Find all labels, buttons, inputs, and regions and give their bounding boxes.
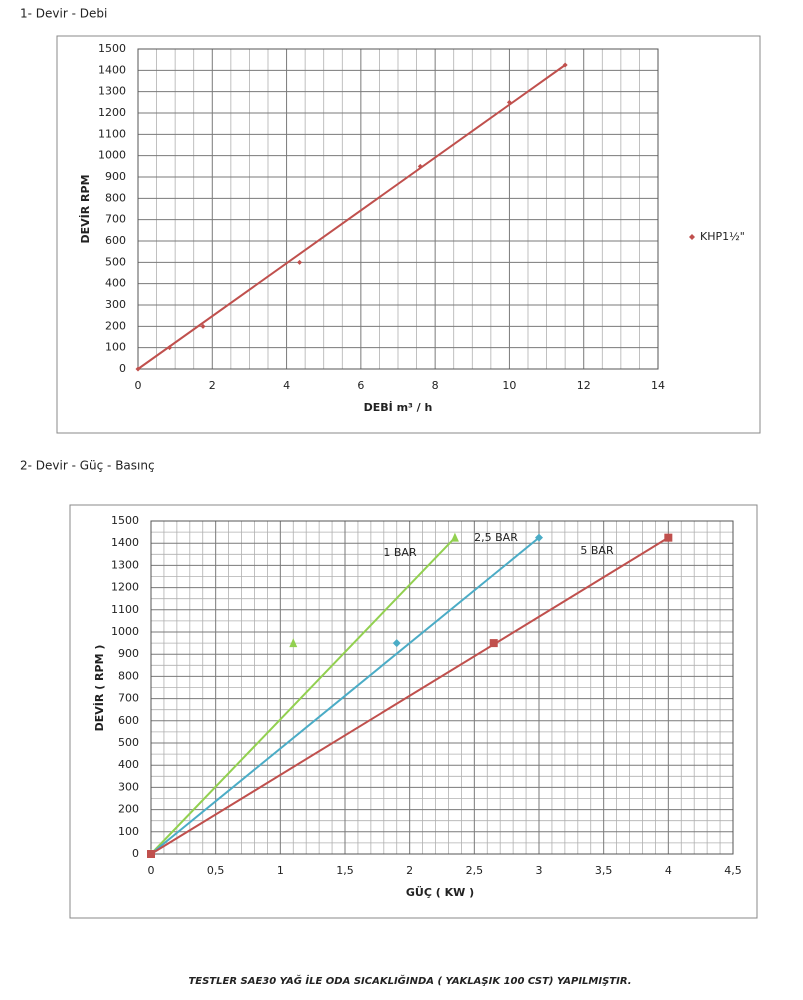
data-point (664, 533, 673, 542)
trend-line (150, 536, 540, 855)
y-tick-label: 400 (105, 277, 126, 290)
trend-line (150, 536, 456, 855)
data-point (417, 163, 423, 169)
y-tick-label: 900 (105, 170, 126, 183)
x-tick-label: 4 (283, 379, 290, 392)
data-point (297, 259, 303, 265)
y-tick-label: 1400 (111, 536, 139, 549)
footnote: TESTLER SAE30 YAĞ İLE ODA SICAKLIĞINDA (… (188, 973, 631, 987)
legend-marker (689, 234, 695, 240)
y-tick-label: 1400 (98, 63, 126, 76)
y-tick-label: 800 (118, 669, 139, 682)
x-tick-label: 2 (209, 379, 216, 392)
x-tick-label: 8 (432, 379, 439, 392)
y-axis-label: DEVİR ( RPM ) (92, 645, 106, 732)
y-tick-label: 200 (105, 319, 126, 332)
y-tick-label: 300 (105, 298, 126, 311)
x-tick-label: 10 (502, 379, 516, 392)
legend-label: KHP1½" (700, 230, 745, 243)
data-point (535, 533, 543, 542)
y-tick-label: 1500 (111, 514, 139, 527)
y-tick-label: 1500 (98, 42, 126, 55)
data-point (135, 366, 141, 372)
x-tick-label: 12 (577, 379, 591, 392)
x-tick-label: 2,5 (466, 864, 484, 877)
y-tick-label: 500 (105, 255, 126, 268)
y-tick-label: 1200 (111, 581, 139, 594)
data-point (506, 99, 512, 105)
data-point (489, 639, 498, 648)
x-tick-label: 2 (406, 864, 413, 877)
x-tick-label: 0,5 (207, 864, 225, 877)
y-tick-label: 700 (118, 692, 139, 705)
chart-frame (56, 35, 761, 434)
data-point (147, 850, 155, 858)
section-title: 2- Devir - Güç - Basınç (20, 459, 155, 473)
trend-line (150, 536, 669, 855)
y-tick-label: 1200 (98, 106, 126, 119)
series-label: 5 BAR (580, 544, 614, 557)
y-tick-label: 1000 (111, 625, 139, 638)
x-tick-label: 0 (148, 864, 155, 877)
series-label: 1 BAR (383, 546, 417, 559)
y-tick-label: 600 (105, 234, 126, 247)
x-tick-label: 4 (665, 864, 672, 877)
y-tick-label: 500 (118, 736, 139, 749)
x-tick-label: 3 (536, 864, 543, 877)
plot-border (137, 48, 659, 370)
y-axis-label: DEVİR RPM (78, 174, 92, 243)
y-tick-label: 600 (118, 714, 139, 727)
y-tick-label: 1300 (98, 85, 126, 98)
data-point (289, 638, 298, 648)
y-tick-label: 0 (119, 362, 126, 375)
y-tick-label: 300 (118, 780, 139, 793)
section-title: 1- Devir - Debi (20, 7, 107, 21)
x-tick-label: 6 (357, 379, 364, 392)
x-tick-label: 4,5 (724, 864, 742, 877)
y-tick-label: 700 (105, 213, 126, 226)
x-axis-label: GÜÇ ( KW ) (406, 885, 474, 899)
data-point (167, 345, 173, 351)
y-tick-label: 0 (132, 847, 139, 860)
chart-frame (69, 504, 758, 919)
y-tick-label: 100 (118, 825, 139, 838)
x-tick-label: 3,5 (595, 864, 613, 877)
x-tick-label: 14 (651, 379, 665, 392)
y-tick-label: 800 (105, 191, 126, 204)
y-tick-label: 1100 (98, 127, 126, 140)
x-tick-label: 1,5 (336, 864, 354, 877)
y-tick-label: 400 (118, 758, 139, 771)
plot-border (150, 520, 734, 855)
y-tick-label: 200 (118, 803, 139, 816)
series-label: 2,5 BAR (474, 531, 518, 544)
trend-line (137, 64, 566, 370)
y-tick-label: 1100 (111, 603, 139, 616)
data-point (392, 639, 401, 648)
x-tick-label: 0 (135, 379, 142, 392)
x-tick-label: 1 (277, 864, 284, 877)
y-tick-label: 1000 (98, 149, 126, 162)
y-tick-label: 100 (105, 341, 126, 354)
x-axis-label: DEBİ m³ / h (364, 400, 433, 414)
data-point (562, 62, 568, 68)
y-tick-label: 1300 (111, 558, 139, 571)
y-tick-label: 900 (118, 647, 139, 660)
data-point (200, 323, 206, 329)
data-point (450, 532, 459, 542)
